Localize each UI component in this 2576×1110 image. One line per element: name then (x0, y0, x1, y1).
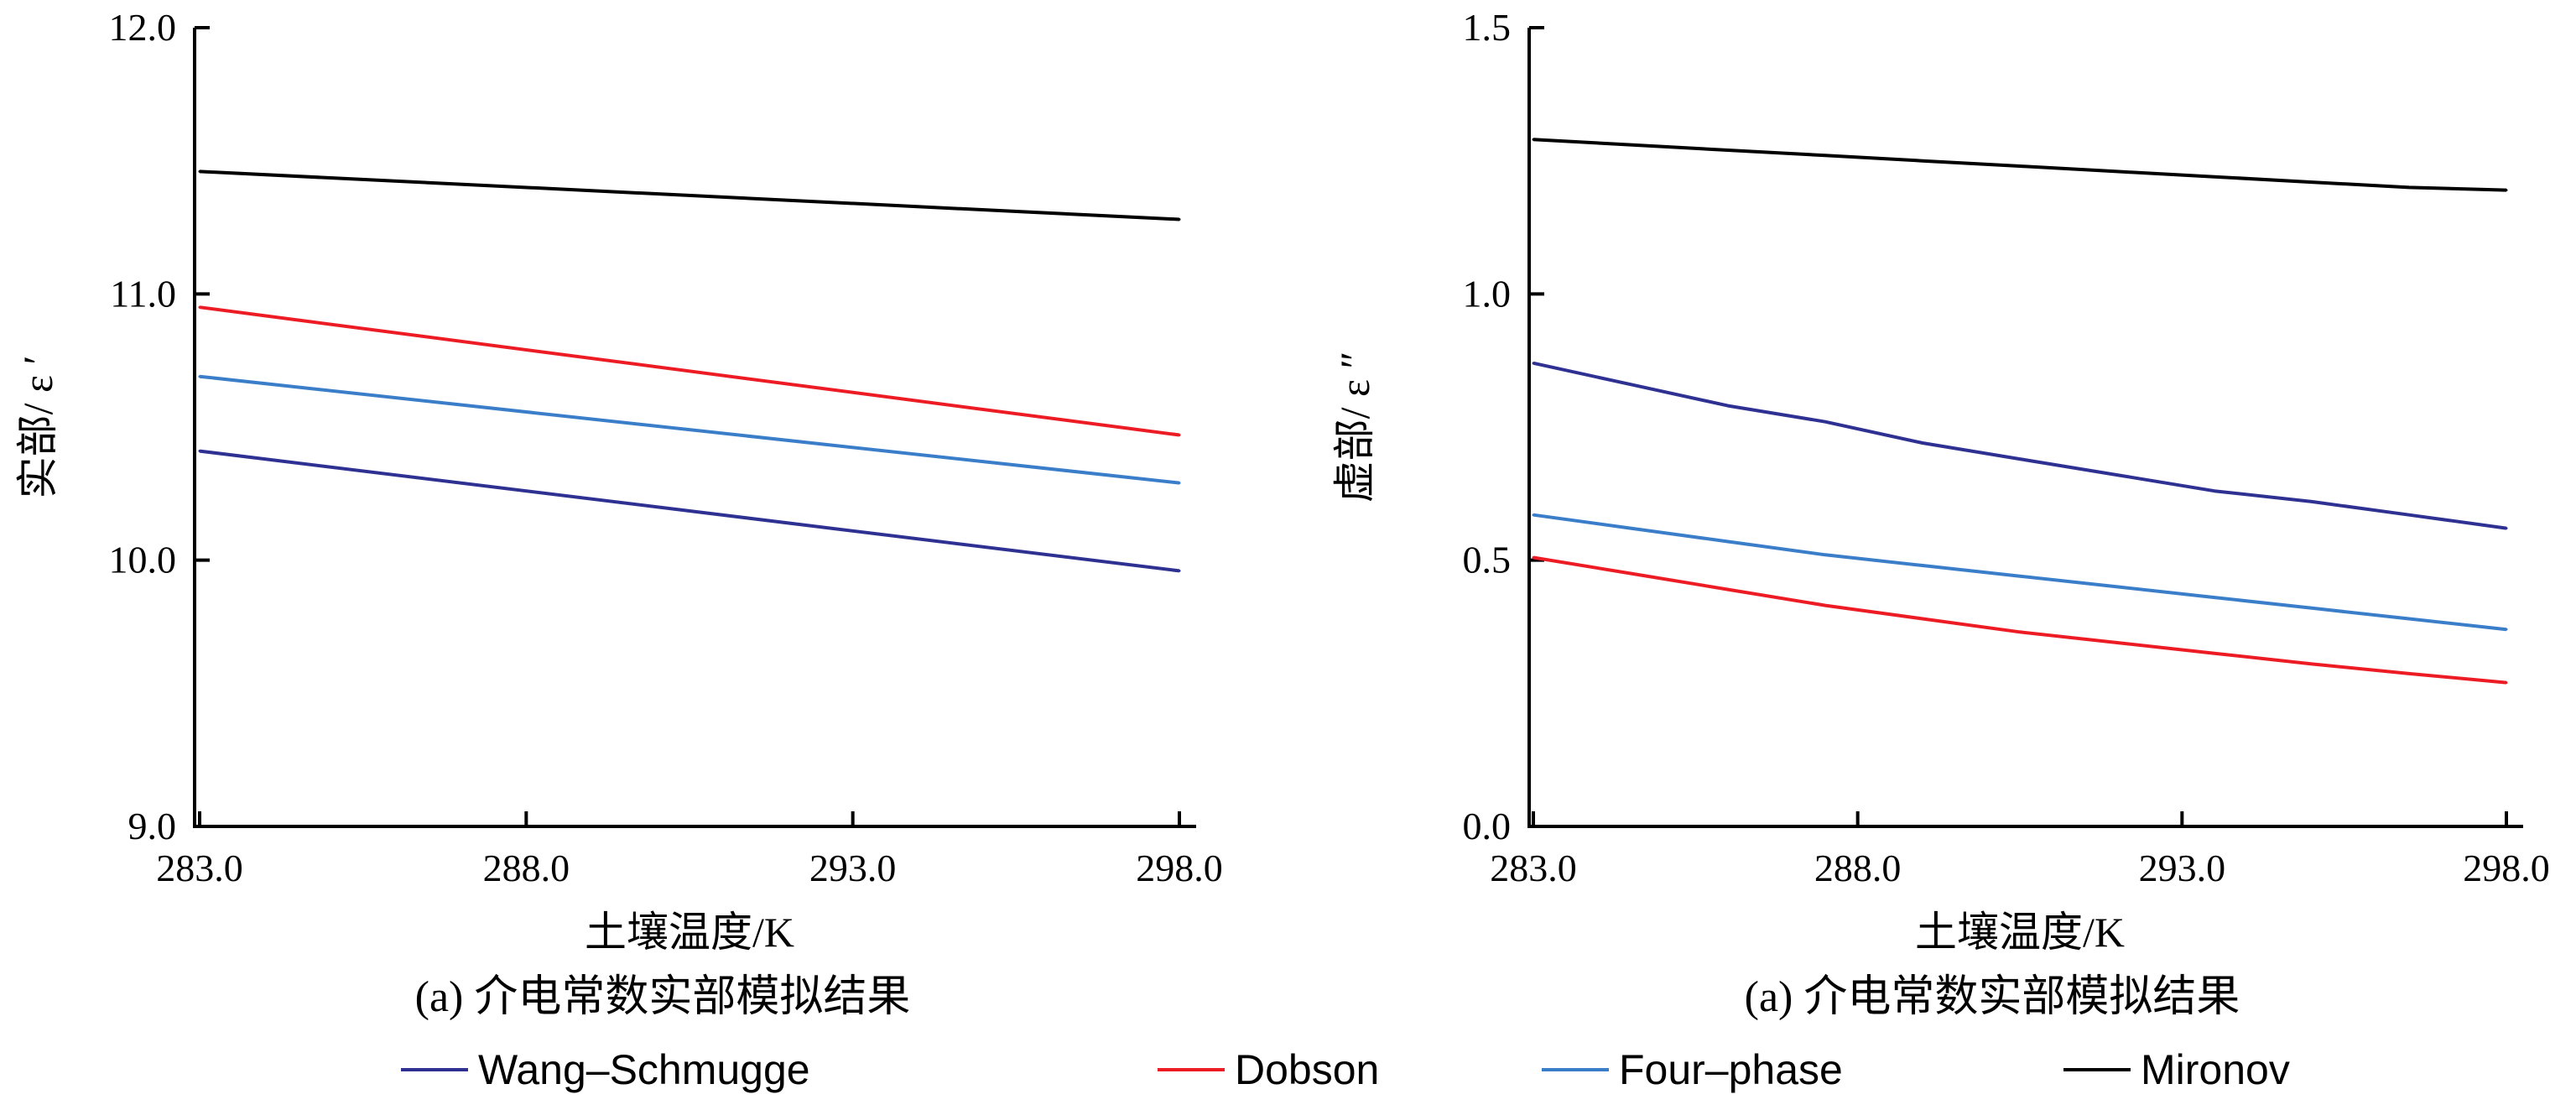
y-tick-label: 0.5 (1463, 539, 1512, 581)
data-point (2213, 652, 2216, 655)
y-tick-label: 11.0 (110, 272, 176, 315)
data-point (2115, 473, 2119, 477)
data-point (1178, 569, 1181, 572)
y-tick-label: 1.5 (1463, 6, 1512, 49)
data-point (1532, 138, 1535, 141)
legend-label: Mironov (2141, 1046, 2290, 1093)
data-point (1178, 217, 1181, 221)
data-point (1921, 441, 1924, 445)
x-tick-label: 283.0 (156, 847, 243, 889)
chart-imaginary-part: 0.0 0.5 1.0 1.5 283.0 288.0 293.0 298.0 土壤温度/K 虚部… (1331, 6, 2550, 1021)
series-line-0 (199, 449, 1180, 573)
x-tick-label: 293.0 (2139, 847, 2226, 889)
data-point (2213, 489, 2216, 492)
series-line-3 (1533, 138, 2507, 192)
data-point (1726, 149, 1730, 152)
data-point (1921, 564, 1924, 567)
data-point (2115, 169, 2119, 173)
data-point (2310, 662, 2313, 665)
data-point (1532, 513, 1535, 517)
legend-label: Wang–Schmugge (478, 1046, 810, 1093)
data-point (2505, 189, 2508, 192)
x-axis-label: 土壤温度/K (1915, 909, 2125, 956)
data-point (198, 305, 201, 309)
data-point (198, 375, 201, 378)
y-tick-label: 9.0 (128, 805, 177, 847)
y-tick-label: 12.0 (109, 6, 177, 49)
data-point (1178, 434, 1181, 437)
x-axis-label: 土壤温度/K (585, 909, 794, 956)
x-tick-label: 293.0 (809, 847, 897, 889)
data-point (198, 169, 201, 173)
data-point (1629, 383, 1632, 386)
data-point (1629, 572, 1632, 576)
data-point (2018, 575, 2022, 578)
y-axis-label: 虚部/ ε ″ (1331, 352, 1378, 503)
data-point (1532, 555, 1535, 559)
x-tick-label: 288.0 (483, 847, 570, 889)
data-point (1532, 362, 1535, 365)
data-point (1629, 143, 1632, 147)
data-point (2407, 513, 2411, 517)
data-point (1178, 482, 1181, 485)
data-point (2213, 175, 2216, 179)
data-point (2310, 180, 2313, 184)
data-point (2018, 457, 2022, 461)
chart-caption: (a) 介电常数实部模拟结果 (1745, 973, 2240, 1021)
data-point (2115, 641, 2119, 644)
data-point (2407, 185, 2411, 189)
legend: Wang–Schmugge Dobson Four–phase Mironov (401, 1046, 2290, 1093)
data-point (1726, 588, 1730, 591)
data-point (2115, 585, 2119, 588)
chart-real-part: 9.0 10.0 11.0 12.0 283.0 288.0 293.0 298.0 土壤温度/… (14, 6, 1223, 1021)
legend-label: Dobson (1235, 1046, 1379, 1093)
data-point (1824, 154, 1827, 157)
data-point (2310, 607, 2313, 610)
series-line-2 (1533, 513, 2507, 632)
data-point (1726, 404, 1730, 408)
data-point (2018, 630, 2022, 633)
data-point (2310, 500, 2313, 503)
data-point (1921, 159, 1924, 163)
data-point (1824, 420, 1827, 424)
y-tick-label: 0.0 (1463, 805, 1512, 847)
series-line-1 (199, 305, 1180, 437)
y-tick-label: 10.0 (109, 539, 177, 581)
data-point (2505, 527, 2508, 530)
data-point (2505, 681, 2508, 685)
legend-label: Four–phase (1619, 1046, 1843, 1093)
x-tick-label: 288.0 (1814, 847, 1902, 889)
data-point (2213, 596, 2216, 599)
data-point (1629, 527, 1632, 530)
data-point (1726, 539, 1730, 543)
data-point (2407, 672, 2411, 675)
data-point (1824, 604, 1827, 607)
series-line-0 (1533, 361, 2507, 530)
series-line-3 (199, 169, 1180, 221)
data-point (1921, 617, 1924, 620)
data-point (2018, 164, 2022, 168)
y-axis-label: 实部/ ε ′ (14, 356, 61, 499)
series-line-2 (199, 374, 1180, 485)
x-tick-label: 298.0 (1136, 847, 1223, 889)
y-tick-label: 1.0 (1463, 272, 1512, 315)
data-point (2407, 617, 2411, 620)
data-point (198, 450, 201, 453)
x-tick-label: 298.0 (2463, 847, 2550, 889)
x-tick-label: 283.0 (1490, 847, 1577, 889)
data-point (1824, 553, 1827, 556)
data-point (2505, 628, 2508, 631)
chart-caption: (a) 介电常数实部模拟结果 (415, 973, 911, 1021)
